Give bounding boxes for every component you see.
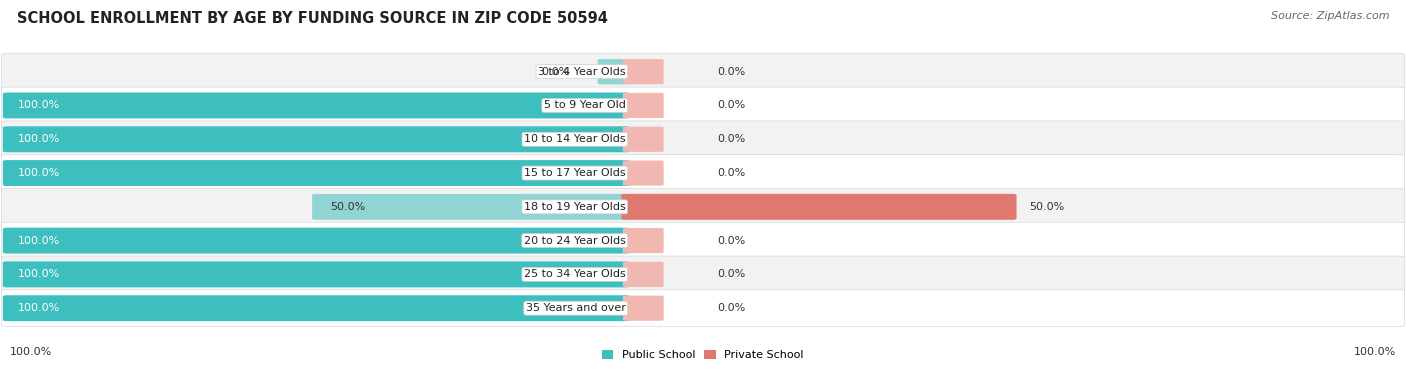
FancyBboxPatch shape — [3, 262, 630, 287]
Text: 20 to 24 Year Olds: 20 to 24 Year Olds — [524, 235, 626, 246]
Text: 100.0%: 100.0% — [1354, 347, 1396, 356]
Text: 5 to 9 Year Old: 5 to 9 Year Old — [544, 101, 626, 110]
FancyBboxPatch shape — [3, 295, 630, 321]
Text: 10 to 14 Year Olds: 10 to 14 Year Olds — [524, 134, 626, 144]
FancyBboxPatch shape — [3, 228, 630, 254]
Text: 0.0%: 0.0% — [717, 101, 745, 110]
Text: 100.0%: 100.0% — [18, 270, 60, 279]
FancyBboxPatch shape — [3, 160, 630, 186]
FancyBboxPatch shape — [1, 256, 1405, 293]
FancyBboxPatch shape — [3, 126, 630, 152]
FancyBboxPatch shape — [623, 59, 664, 84]
FancyBboxPatch shape — [1, 87, 1405, 124]
Text: SCHOOL ENROLLMENT BY AGE BY FUNDING SOURCE IN ZIP CODE 50594: SCHOOL ENROLLMENT BY AGE BY FUNDING SOUR… — [17, 11, 607, 26]
FancyBboxPatch shape — [623, 262, 664, 287]
Text: 35 Years and over: 35 Years and over — [526, 303, 626, 313]
Legend: Public School, Private School: Public School, Private School — [598, 346, 808, 365]
FancyBboxPatch shape — [623, 228, 664, 253]
Text: 100.0%: 100.0% — [18, 134, 60, 144]
Text: 50.0%: 50.0% — [330, 202, 366, 212]
Text: 0.0%: 0.0% — [541, 67, 569, 77]
FancyBboxPatch shape — [623, 93, 664, 118]
Text: 18 to 19 Year Olds: 18 to 19 Year Olds — [524, 202, 626, 212]
FancyBboxPatch shape — [1, 290, 1405, 327]
FancyBboxPatch shape — [1, 155, 1405, 191]
Text: 50.0%: 50.0% — [1029, 202, 1064, 212]
FancyBboxPatch shape — [312, 194, 630, 220]
Text: 100.0%: 100.0% — [10, 347, 52, 356]
Text: 100.0%: 100.0% — [18, 303, 60, 313]
FancyBboxPatch shape — [1, 53, 1405, 90]
Text: 0.0%: 0.0% — [717, 67, 745, 77]
FancyBboxPatch shape — [623, 127, 664, 152]
FancyBboxPatch shape — [3, 93, 630, 118]
Text: 0.0%: 0.0% — [717, 134, 745, 144]
Text: 3 to 4 Year Olds: 3 to 4 Year Olds — [538, 67, 626, 77]
FancyBboxPatch shape — [1, 189, 1405, 225]
Text: 100.0%: 100.0% — [18, 101, 60, 110]
Text: 0.0%: 0.0% — [717, 168, 745, 178]
FancyBboxPatch shape — [621, 194, 1017, 220]
FancyBboxPatch shape — [1, 222, 1405, 259]
Text: Source: ZipAtlas.com: Source: ZipAtlas.com — [1271, 11, 1389, 21]
Text: 15 to 17 Year Olds: 15 to 17 Year Olds — [524, 168, 626, 178]
Text: 100.0%: 100.0% — [18, 168, 60, 178]
Text: 0.0%: 0.0% — [717, 235, 745, 246]
Text: 25 to 34 Year Olds: 25 to 34 Year Olds — [524, 270, 626, 279]
Text: 0.0%: 0.0% — [717, 303, 745, 313]
Text: 0.0%: 0.0% — [717, 270, 745, 279]
FancyBboxPatch shape — [623, 296, 664, 321]
FancyBboxPatch shape — [598, 59, 628, 84]
FancyBboxPatch shape — [1, 121, 1405, 158]
FancyBboxPatch shape — [623, 161, 664, 186]
Text: 100.0%: 100.0% — [18, 235, 60, 246]
